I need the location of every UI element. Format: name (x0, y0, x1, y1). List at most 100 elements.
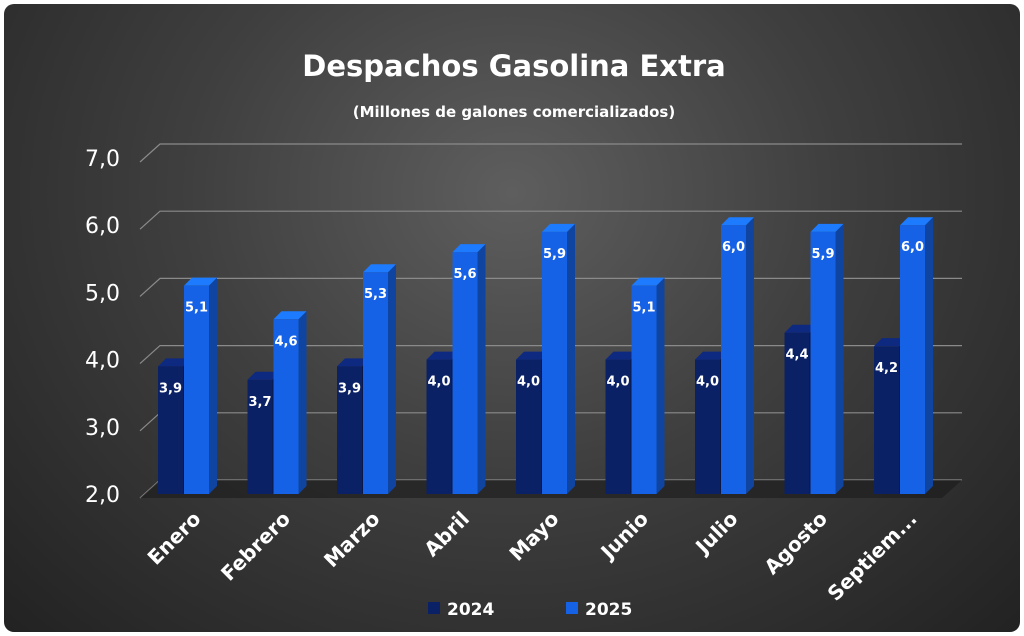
bar-top (452, 244, 486, 253)
data-label: 3,7 (248, 395, 271, 410)
bar-side (388, 264, 396, 494)
x-tick-label: Agosto (759, 507, 832, 580)
legend-swatch-2024 (428, 602, 440, 614)
bar-top (516, 351, 549, 360)
bar-2025-Enero: 5,1 (184, 277, 217, 494)
bar-front (874, 346, 899, 494)
bar-top (158, 358, 191, 367)
bar-top (874, 338, 907, 347)
bar-2025-Junio: 5,1 (631, 277, 665, 494)
x-tick-label: Marzo (319, 507, 385, 573)
bar-top (337, 358, 370, 367)
bar-front (247, 379, 273, 494)
bar-2025-Septiem...: 6,0 (900, 217, 933, 494)
bar-front (810, 231, 836, 495)
bar-front (426, 359, 452, 494)
x-tick-label: Mayo (504, 507, 563, 566)
bar-chart: Despachos Gasolina Extra (Millones de ga… (85, 49, 962, 620)
y-tick-label: 5,0 (85, 281, 120, 306)
bar-top (542, 223, 575, 232)
chart-frame: Despachos Gasolina Extra (Millones de ga… (4, 4, 1020, 632)
bar-2025-Agosto: 5,9 (810, 223, 844, 495)
bar-top (631, 277, 665, 286)
bar-side (298, 311, 307, 494)
bar-front (784, 332, 810, 494)
bar-side (746, 217, 754, 494)
bar-2024-Enero: 3,9 (158, 358, 191, 494)
y-tick-label: 2,0 (85, 483, 120, 508)
bar-top (363, 264, 396, 273)
bar-front (158, 366, 183, 494)
bar-side (567, 223, 575, 495)
data-label: 5,1 (185, 301, 208, 316)
data-label: 5,3 (364, 287, 387, 302)
bar-front (452, 252, 478, 494)
bar-front (721, 225, 746, 494)
y-tick-label: 7,0 (85, 147, 120, 172)
y-tick-label: 4,0 (85, 349, 120, 374)
gridline (139, 277, 962, 297)
legend-label-2024: 2024 (447, 600, 494, 620)
bar-top (273, 311, 307, 320)
bar-front (337, 366, 362, 494)
data-label: 3,9 (338, 381, 361, 396)
bar-front (363, 272, 388, 494)
data-label: 4,0 (517, 375, 540, 390)
y-tick-label: 6,0 (85, 214, 120, 239)
data-label: 5,1 (632, 301, 655, 316)
data-label: 4,0 (696, 375, 719, 390)
gridline (139, 143, 962, 163)
legend-swatch-2025 (566, 602, 578, 614)
gridline (139, 210, 962, 230)
bar-top (810, 223, 844, 232)
bar-front (695, 359, 720, 494)
bar-side (835, 223, 844, 495)
x-tick-label: Febrero (216, 507, 295, 586)
x-tick-label: Septiem... (823, 507, 922, 606)
data-label: 4,4 (785, 348, 808, 363)
bar-side (925, 217, 933, 494)
bar-top (695, 351, 728, 360)
y-tick-label: 3,0 (85, 416, 120, 441)
bar-2025-Marzo: 5,3 (363, 264, 396, 494)
x-tick-label: Enero (143, 507, 206, 570)
bar-2025-Mayo: 5,9 (542, 223, 575, 495)
bar-2025-Abril: 5,6 (452, 244, 486, 494)
data-label: 4,0 (606, 375, 629, 390)
bar-front (900, 225, 925, 494)
gridline (139, 345, 962, 365)
bar-side (209, 277, 217, 494)
bar-front (631, 285, 657, 494)
x-tick-label: Junio (595, 507, 653, 565)
data-label: 4,6 (274, 334, 297, 349)
data-label: 4,0 (427, 375, 450, 390)
data-label: 3,9 (159, 381, 182, 396)
bar-front (184, 285, 209, 494)
bar-top (426, 351, 460, 360)
bar-front (516, 359, 541, 494)
data-label: 5,9 (811, 247, 834, 262)
x-tick-label: Abril (419, 507, 474, 562)
bar-front (273, 319, 299, 494)
data-label: 5,9 (543, 247, 566, 262)
x-tick-label: Julio (689, 507, 742, 560)
bar-2025-Febrero: 4,6 (273, 311, 307, 494)
data-label: 5,6 (453, 267, 476, 282)
bar-side (477, 244, 486, 494)
bar-front (542, 231, 567, 495)
chart-subtitle: (Millones de galones comercializados) (353, 103, 675, 121)
legend: 2024 2025 (428, 600, 632, 620)
bar-2025-Julio: 6,0 (721, 217, 754, 494)
legend-label-2025: 2025 (585, 600, 632, 620)
chart-title: Despachos Gasolina Extra (302, 49, 725, 83)
bar-top (184, 277, 217, 286)
bar-top (784, 324, 818, 333)
data-label: 4,2 (875, 361, 898, 376)
bar-front (605, 359, 631, 494)
bar-top (900, 217, 933, 226)
bar-top (721, 217, 754, 226)
bar-side (656, 277, 665, 494)
bar-top (247, 371, 281, 380)
bar-top (605, 351, 639, 360)
data-label: 6,0 (901, 240, 924, 255)
